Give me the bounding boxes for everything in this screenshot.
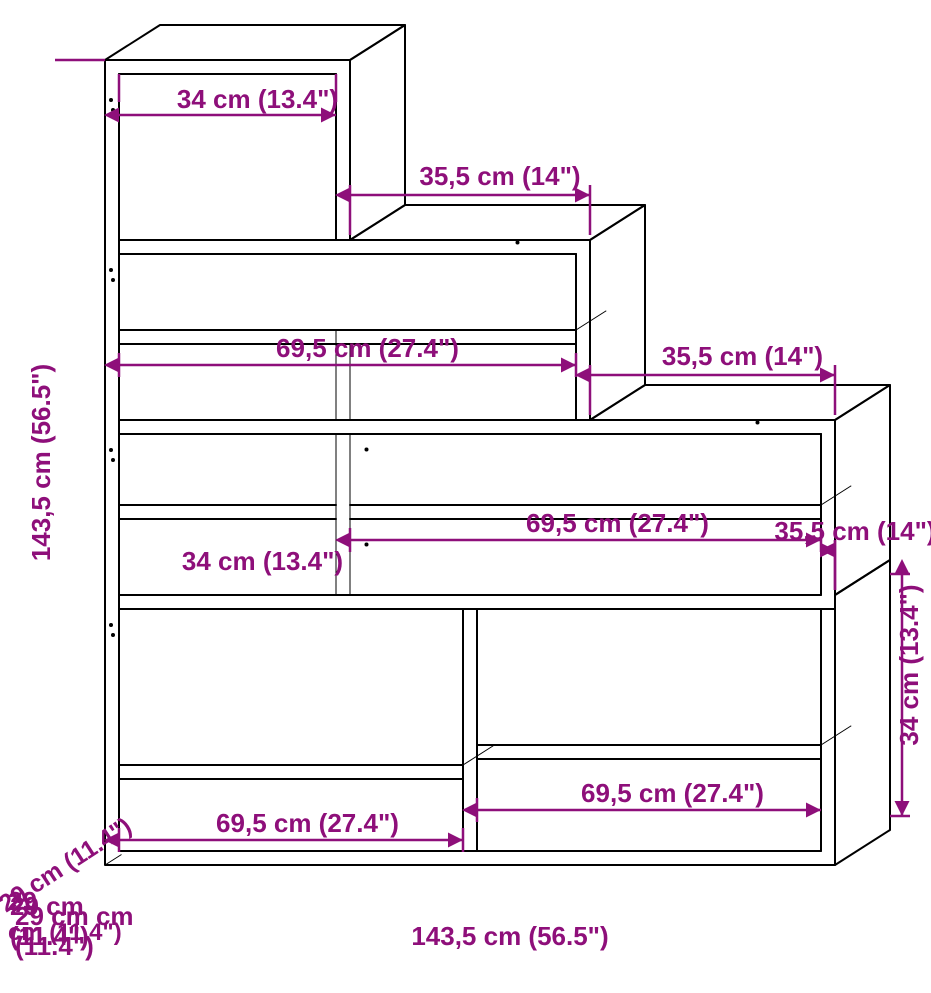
label-34-left: 34 cm (13.4") <box>182 546 343 576</box>
label-height-overall: 143,5 cm (56.5") <box>26 364 56 561</box>
label-step-355-b: 35,5 cm (14") <box>662 341 823 371</box>
label-695-d: 69,5 cm (27.4") <box>581 778 764 808</box>
label-695-a: 69,5 cm (27.4") <box>276 333 459 363</box>
label-depth-b: (11.4") <box>10 921 89 951</box>
shelf-iso <box>105 25 931 865</box>
label-width-overall: 143,5 cm (56.5") <box>411 921 608 951</box>
label-34-right: 34 cm (13.4") <box>894 584 924 745</box>
dimensions: 143,5 cm (56.5")143,5 cm (56.5")29 cm cm… <box>0 84 931 961</box>
label-step-355-c: 35,5 cm (14") <box>774 516 931 546</box>
label-top-34: 34 cm (13.4") <box>177 84 338 114</box>
label-695-c: 69,5 cm (27.4") <box>216 808 399 838</box>
label-step-355-a: 35,5 cm (14") <box>419 161 580 191</box>
label-695-b: 69,5 cm (27.4") <box>526 508 709 538</box>
